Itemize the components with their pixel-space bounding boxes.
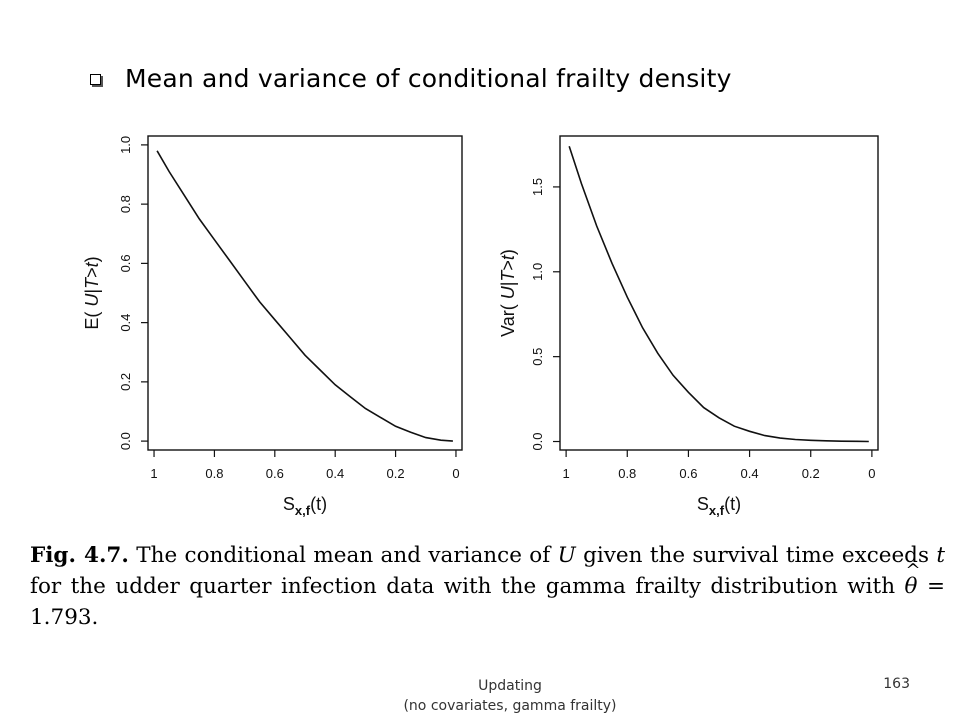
caption-var-u: U: [557, 543, 576, 568]
mean-y-tick-label: 0.2: [118, 373, 133, 391]
mean-y-tick-label: 0.0: [118, 432, 133, 450]
caption-text-1: The conditional mean and variance of: [136, 543, 551, 568]
variance-x-tick-label: 0.8: [618, 466, 636, 481]
slide-footer: Updating (no covariates, gamma frailty): [330, 676, 690, 716]
variance-y-ticks: 0.0 0.5 1.0 1.5: [530, 178, 560, 451]
caption-theta-value: = 1.793.: [30, 574, 945, 630]
heading-row: Mean and variance of conditional frailty…: [90, 58, 732, 98]
caption-theta-hat: θ: [905, 555, 921, 602]
variance-x-tick-label: 0.2: [802, 466, 820, 481]
footer-line-1: Updating: [478, 678, 542, 694]
mean-x-tick-label: 0.4: [326, 466, 344, 481]
variance-y-tick-label: 1.5: [530, 178, 545, 196]
figure-plots: 1 0.8 0.6 0.4 0.2 0 0.0 0.2 0.4 0.6 0.8 1.0 Sx,f(t…: [82, 135, 879, 518]
mean-x-tick-label: 0: [452, 466, 459, 481]
variance-plot-frame: [559, 135, 879, 451]
mean-x-tick-label: 0.8: [205, 466, 223, 481]
mean-y-tick-label: 1.0: [118, 136, 133, 154]
mean-curve: [156, 150, 453, 442]
mean-x-tick-label: 0.6: [266, 466, 284, 481]
variance-x-axis-label: Sx,f(t): [697, 494, 741, 518]
variance-x-tick-label: 0: [868, 466, 875, 481]
footer-line-2: (no covariates, gamma frailty): [403, 698, 617, 714]
mean-x-ticks: 1 0.8 0.6 0.4 0.2 0: [150, 450, 460, 481]
slide-heading: Mean and variance of conditional frailty…: [125, 63, 732, 93]
page-number: 163: [883, 676, 910, 692]
mean-x-tick-label: 1: [150, 466, 157, 481]
variance-x-tick-label: 0.4: [741, 466, 759, 481]
mean-y-tick-label: 0.8: [118, 195, 133, 213]
variance-y-tick-label: 0.0: [530, 432, 545, 450]
variance-y-tick-label: 1.0: [530, 263, 545, 281]
variance-x-tick-label: 0.6: [679, 466, 697, 481]
mean-x-axis-label: Sx,f(t): [283, 494, 327, 518]
mean-y-tick-label: 0.4: [118, 314, 133, 332]
mean-y-tick-label: 0.6: [118, 254, 133, 272]
mean-plot-panel: 1 0.8 0.6 0.4 0.2 0 0.0 0.2 0.4 0.6 0.8 1.0 Sx,f(t…: [82, 135, 463, 518]
variance-y-tick-label: 0.5: [530, 348, 545, 366]
caption-text-2: given the survival time exceeds: [583, 543, 929, 568]
variance-x-tick-label: 1: [562, 466, 569, 481]
variance-x-ticks: 1 0.8 0.6 0.4 0.2 0: [562, 450, 876, 481]
mean-y-axis-label: E( U|T>t): [82, 256, 102, 329]
variance-plot-panel: 1 0.8 0.6 0.4 0.2 0 0.0 0.5 1.0 1.5 Sx,f(t) Var(…: [498, 135, 879, 518]
variance-curve: [568, 145, 869, 443]
caption-var-t: t: [936, 543, 946, 568]
mean-x-tick-label: 0.2: [387, 466, 405, 481]
caption-figure-label: Fig. 4.7.: [30, 543, 129, 568]
variance-y-axis-label: Var( U|T>t): [498, 249, 518, 337]
figure-caption: Fig. 4.7. The conditional mean and varia…: [30, 540, 945, 633]
bullet-square-icon: [90, 74, 101, 85]
caption-text-3: for the udder quarter infection data wit…: [30, 574, 896, 599]
mean-y-ticks: 0.0 0.2 0.4 0.6 0.8 1.0: [118, 136, 148, 450]
mean-plot-frame: [147, 135, 463, 451]
